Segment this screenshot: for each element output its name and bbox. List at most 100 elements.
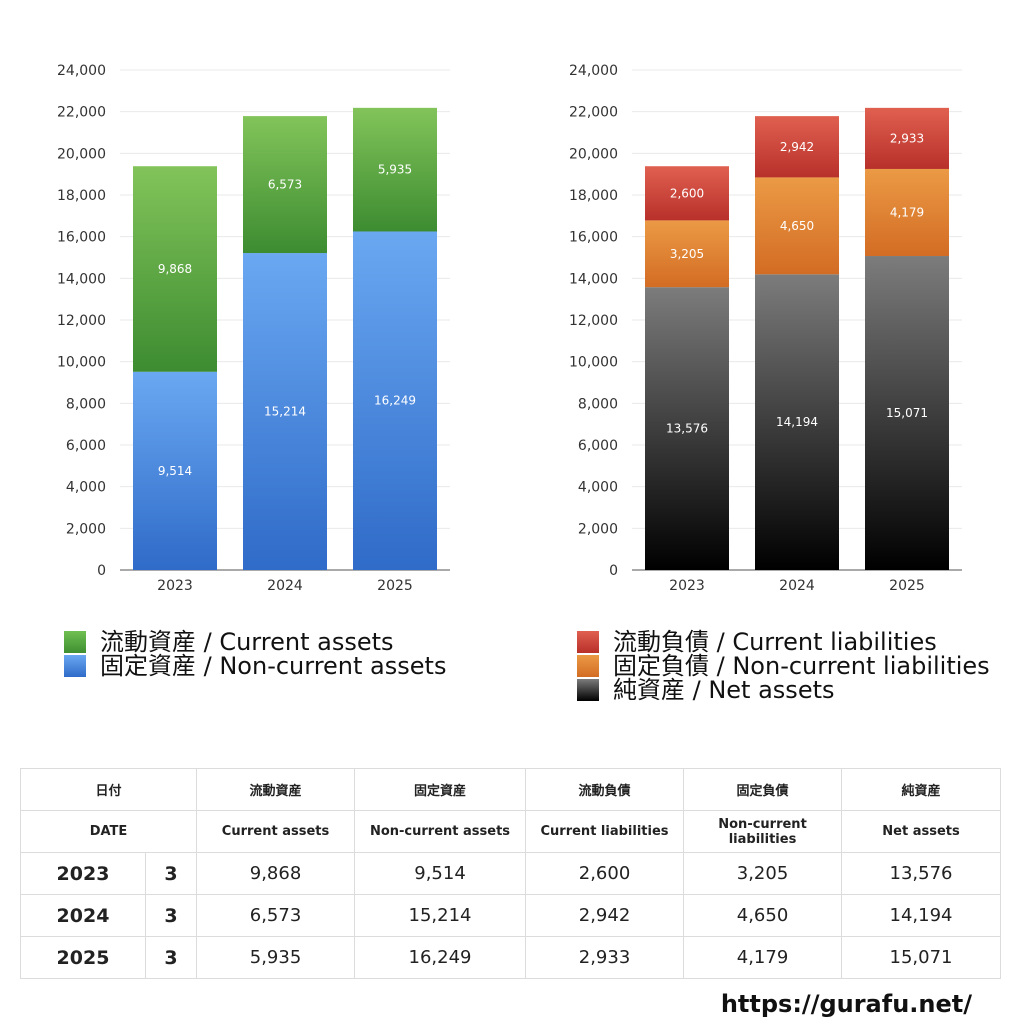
cell-net-assets: 15,071 [841,936,1002,979]
cell-current-assets: 9,868 [196,852,356,895]
cell-current-assets: 6,573 [196,894,356,937]
legend-item-current-assets: 流動資産 / Current assets [64,630,446,654]
legend-label: 純資産 / Net assets [613,676,835,704]
cell-year: 2025 [20,936,146,979]
y-tick-label: 4,000 [66,480,106,496]
cell-non-current-assets: 9,514 [354,852,527,895]
header-current-liabilities-jp: 流動負債 [525,768,685,811]
header-net-assets-en: Net assets [841,810,1002,853]
bar-value-label: 13,576 [666,422,708,436]
header-non-current-liabilities-jp: 固定負債 [683,768,843,811]
cell-net-assets: 13,576 [841,852,1002,895]
table-header-row-en: DATE Current assets Non-current assets C… [19,810,1002,853]
legend-swatch-net-assets [577,679,599,701]
legend-swatch-current-liabilities [577,631,599,653]
legend-swatch-current-assets [64,631,86,653]
header-non-current-liabilities-en: Non-current liabilities [683,810,843,853]
assets-chart: 0 2,000 4,000 6,000 8,000 10,000 12,000 14,000 1… [57,63,450,594]
cell-month: 3 [144,936,198,979]
x-tick-label: 2023 [669,578,705,594]
bar-value-label: 2,600 [670,186,704,200]
legend-swatch-non-current-liabilities [577,655,599,677]
y-tick-label: 14,000 [569,271,618,287]
y-tick-label: 16,000 [57,230,106,246]
bar-segment [353,107,437,232]
y-tick-label: 8,000 [578,396,618,412]
table-row: 2024 3 6,573 15,214 2,942 4,650 14,194 [20,894,1002,937]
legend-item-current-liabilities: 流動負債 / Current liabilities [577,630,990,654]
bar-segment [133,166,217,372]
x-tick-label: 2024 [779,578,815,594]
legend-label: 流動負債 / Current liabilities [613,628,937,656]
y-tick-label: 10,000 [569,355,618,371]
y-tick-label: 14,000 [57,271,106,287]
cell-net-assets: 14,194 [841,894,1002,937]
bar-value-label: 4,179 [890,205,924,219]
legend-item-non-current-assets: 固定資産 / Non-current assets [64,654,446,678]
bar-segment [755,177,839,275]
y-tick-label: 10,000 [57,355,106,371]
bar-segment [645,220,729,288]
liabilities-legend: 流動負債 / Current liabilities 固定負債 / Non-cu… [577,630,990,702]
header-date-jp: 日付 [19,768,198,811]
y-tick-label: 0 [97,563,106,579]
x-tick-label: 2025 [377,578,413,594]
y-tick-label: 20,000 [569,146,618,162]
header-non-current-assets-en: Non-current assets [354,810,527,853]
bar-segment [243,253,327,570]
cell-current-liabilities: 2,600 [525,852,685,895]
header-date-en: DATE [19,810,198,853]
cell-month: 3 [144,894,198,937]
legend-label: 固定負債 / Non-current liabilities [613,652,990,680]
site-url[interactable]: https://gurafu.net/ [720,990,972,1018]
cell-non-current-assets: 15,214 [354,894,527,937]
bar-value-label: 9,514 [158,464,192,478]
table-header-row-jp: 日付 流動資産 固定資産 流動負債 固定負債 純資産 [19,768,1002,811]
y-tick-label: 6,000 [66,438,106,454]
header-current-assets-en: Current assets [196,810,356,853]
y-tick-label: 2,000 [578,521,618,537]
legend-label: 流動資産 / Current assets [100,628,394,656]
header-current-liabilities-en: Current liabilities [525,810,685,853]
y-tick-label: 22,000 [569,105,618,121]
y-tick-label: 4,000 [578,480,618,496]
y-tick-label: 24,000 [569,63,618,79]
y-tick-label: 8,000 [66,396,106,412]
bar-value-label: 4,650 [780,219,814,233]
cell-current-liabilities: 2,942 [525,894,685,937]
bar-value-label: 16,249 [374,394,416,408]
cell-month: 3 [144,852,198,895]
cell-year: 2024 [20,894,146,937]
legend-swatch-non-current-assets [64,655,86,677]
bar-segment [243,116,327,254]
bar-value-label: 6,573 [268,178,302,192]
cell-current-assets: 5,935 [196,936,356,979]
bar-value-label: 5,935 [378,163,412,177]
cell-non-current-assets: 16,249 [354,936,527,979]
header-net-assets-jp: 純資産 [841,768,1002,811]
bar-segment [865,256,949,570]
y-tick-label: 0 [609,563,618,579]
bar-value-label: 14,194 [776,415,818,429]
legend-item-non-current-liabilities: 固定負債 / Non-current liabilities [577,654,990,678]
y-tick-label: 22,000 [57,105,106,121]
table-row: 2023 3 9,868 9,514 2,600 3,205 13,576 [20,852,1002,895]
legend-item-net-assets: 純資産 / Net assets [577,678,990,702]
bar-value-label: 2,942 [780,140,814,154]
y-tick-label: 12,000 [57,313,106,329]
bar-value-label: 3,205 [670,247,704,261]
y-tick-label: 18,000 [569,188,618,204]
bar-value-label: 15,214 [264,405,306,419]
cell-current-liabilities: 2,933 [525,936,685,979]
balance-sheet-table: 日付 流動資産 固定資産 流動負債 固定負債 純資産 DATE Current … [19,768,1002,979]
bar-segment [645,287,729,570]
bar-segment [755,274,839,570]
bar-segment [353,231,437,570]
cell-non-current-liabilities: 4,179 [683,936,843,979]
bar-value-label: 2,933 [890,131,924,145]
cell-non-current-liabilities: 3,205 [683,852,843,895]
bar-segment [865,168,949,257]
x-tick-label: 2023 [157,578,193,594]
bar-segment [755,116,839,178]
x-tick-label: 2024 [267,578,303,594]
